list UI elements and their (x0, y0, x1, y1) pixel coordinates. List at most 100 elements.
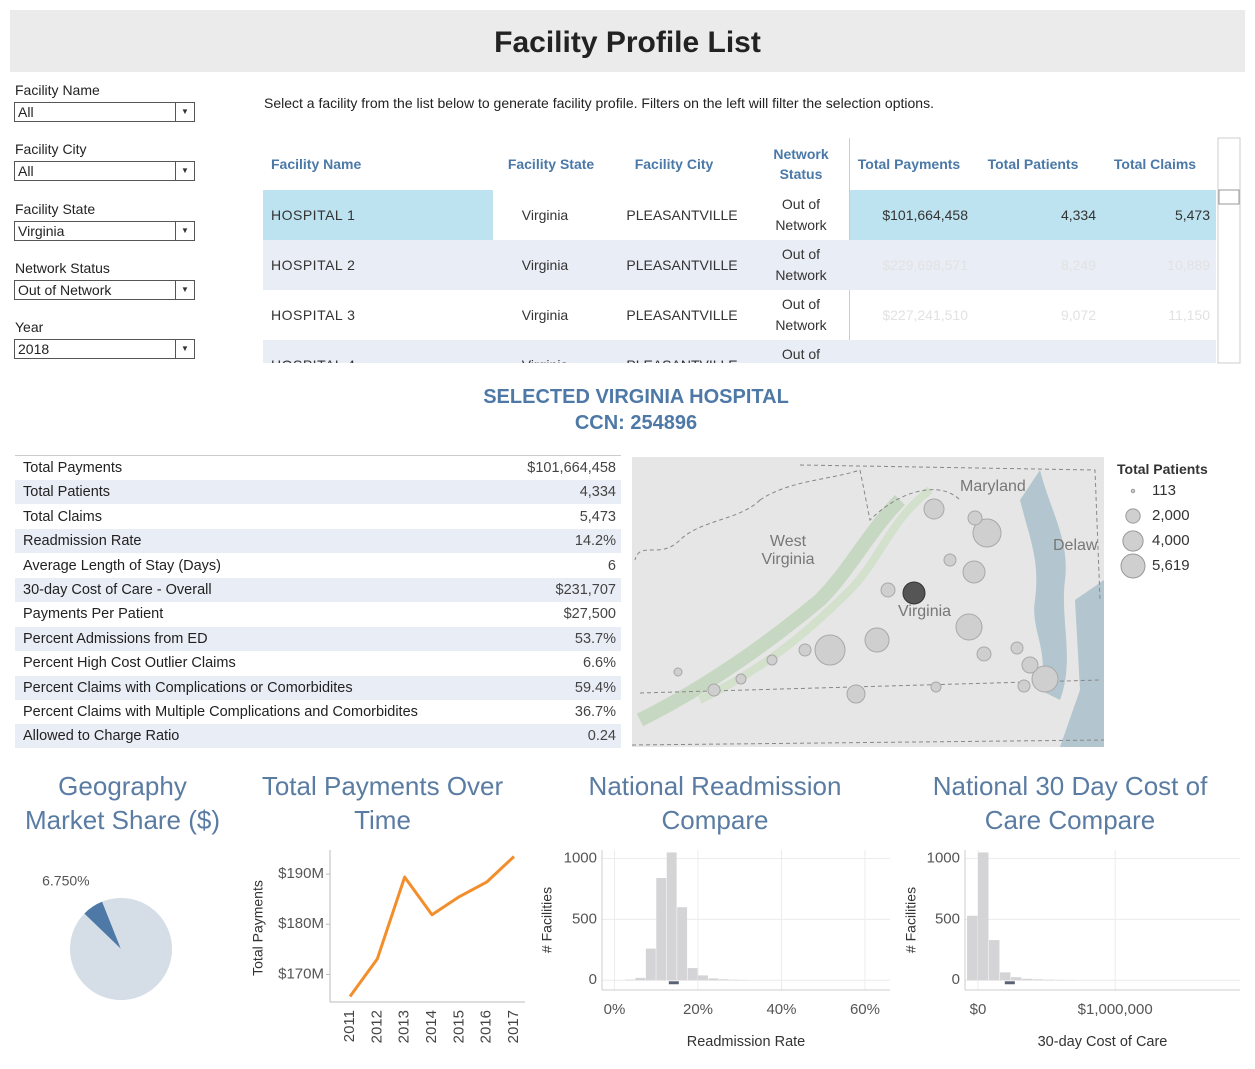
filter-value: Virginia (18, 222, 65, 239)
metric-label: Percent High Cost Outlier Claims (23, 655, 236, 672)
metric-value: 0.24 (587, 728, 616, 745)
table-cell[interactable]: Virginia (495, 190, 595, 240)
map-label: Maryland (960, 478, 1026, 495)
table-cell[interactable]: 4,334 (968, 190, 1096, 240)
metric-value: 53.7% (574, 630, 616, 647)
page-title: Facility Profile List (494, 26, 761, 59)
x-tick-label: 20% (683, 1001, 713, 1018)
table-cell[interactable]: Virginia (495, 240, 595, 290)
table-cell[interactable]: 11,150 (1096, 290, 1210, 340)
table-cell[interactable]: Virginia (495, 290, 595, 340)
instruction: Select a facility from the list below to… (264, 95, 934, 111)
table-cell[interactable]: HOSPITAL 1 (263, 190, 493, 240)
table-cell[interactable]: 8,249 (968, 240, 1096, 290)
column-header-cell: Facility State (501, 138, 601, 190)
table-cell[interactable]: PLEASANTVILLE (612, 240, 752, 290)
chart-title: Total Payments Over Time (261, 771, 504, 835)
table-cell[interactable]: HOSPITAL 4 (263, 340, 493, 364)
map-bubble (735, 673, 747, 685)
metric-value: 6 (607, 557, 616, 574)
table-cell[interactable]: Out of Network (753, 340, 849, 363)
column-header: Facility State (507, 156, 595, 172)
table-cell[interactable]: Out of Network (753, 190, 849, 240)
y-axis-label: # Facilities (903, 887, 919, 953)
table-cell[interactable]: 9,072 (968, 290, 1096, 340)
cell-text: Virginia (521, 206, 569, 223)
cell-text: 5,473 (1174, 206, 1210, 223)
metric-band (15, 578, 621, 602)
metric-label: Percent Claims with Complications or Com… (23, 679, 353, 696)
filter-value: All (18, 104, 34, 120)
cell-text: Out of Network (781, 346, 821, 362)
filter-dropdown[interactable]: All ▼ (14, 102, 195, 122)
table-cell[interactable]: HOSPITAL 3 (263, 290, 493, 340)
metric-label: Allowed to Charge Ratio (23, 728, 180, 745)
scrollbar-thumb[interactable] (1218, 189, 1240, 205)
filter-dropdown[interactable]: 2018 ▼ (14, 339, 195, 360)
legend-bubble (1125, 508, 1141, 524)
cell-text: Virginia (522, 355, 568, 364)
table-cell[interactable]: HOSPITAL 2 (263, 240, 493, 290)
row-band (263, 340, 1216, 363)
metric-value: 6.6% (582, 655, 616, 672)
column-header-cell: Total Patients (975, 138, 1091, 190)
filter-label: Facility Name (15, 82, 100, 98)
table-cell[interactable]: 5,473 (1096, 190, 1210, 240)
map-terrain (698, 486, 933, 704)
table-cell[interactable]: $229,698,571 (850, 240, 968, 290)
column-header-cell: Network Status (753, 138, 849, 190)
y-axis-label: # Facilities (539, 887, 555, 953)
row-highlight (263, 190, 493, 240)
table-cell[interactable]: PLEASANTVILLE (612, 340, 752, 364)
cell-text: PLEASANTVILLE (626, 306, 738, 323)
table-cell[interactable]: $227,241,510 (850, 290, 968, 340)
cell-text: 9,072 (1060, 306, 1096, 323)
table-cell[interactable]: $101,664,458 (850, 190, 968, 240)
dropdown-arrow: ▼ (175, 340, 194, 359)
map-bubble (880, 582, 896, 598)
column-header-cell: Total Claims (1099, 138, 1211, 190)
cell-text: HOSPITAL 3 (271, 306, 356, 323)
column-header: Total Claims (1113, 156, 1197, 172)
table-cell[interactable]: PLEASANTVILLE (612, 290, 752, 340)
map-bubble (766, 654, 778, 666)
dropdown-arrow: ▼ (175, 221, 194, 240)
table-cell[interactable]: Virginia (495, 340, 595, 364)
metric-value: 36.7% (574, 704, 616, 720)
filter-dropdown[interactable]: Virginia ▼ (14, 220, 195, 241)
x-tick-label: 2016 (478, 1010, 495, 1043)
selected-title: SELECTED VIRGINIA HOSPITAL (483, 386, 789, 408)
histogram-bar (1010, 977, 1022, 981)
chart-title: National Readmission Compare (588, 771, 842, 835)
cell-text: $229,698,571 (882, 256, 968, 273)
legend-bubble (1122, 530, 1144, 552)
histogram-bar (1021, 978, 1033, 981)
scrollbar-track[interactable] (1217, 137, 1241, 364)
filter-dropdown[interactable]: All ▼ (14, 161, 195, 182)
map-label: Delaw (1053, 537, 1098, 554)
x-tick-label: 2013 (396, 1010, 413, 1043)
map-bubble (923, 498, 945, 520)
x-axis-label: 30-day Cost of Care (1038, 1034, 1168, 1050)
histogram-bar (999, 972, 1011, 981)
cell-text: HOSPITAL 2 (271, 256, 356, 273)
histogram-bar (1043, 979, 1055, 981)
map-label: Virginia (898, 603, 952, 620)
legend-title: Total Patients (1117, 461, 1208, 477)
table-cell[interactable]: PLEASANTVILLE (612, 190, 752, 240)
legend-bubble (1130, 488, 1136, 494)
table-cell[interactable]: Out of Network (753, 240, 849, 290)
histogram-bar (989, 940, 1000, 981)
selected-marker (1004, 981, 1015, 985)
cell-text: 11,150 (1168, 306, 1210, 323)
cell-text: Out of Network (775, 246, 827, 283)
table-cell[interactable]: 10,889 (1096, 240, 1210, 290)
cell-text: 4,334 (1060, 206, 1096, 223)
table-cell[interactable]: Out of Network (753, 290, 849, 340)
x-tick-label: $1,000,000 (1078, 1001, 1153, 1018)
legend-label: 5,619 (1152, 557, 1190, 574)
cell-text: $227,241,510 (882, 306, 968, 323)
histogram-bar (1032, 979, 1044, 981)
filter-dropdown[interactable]: Out of Network ▼ (14, 279, 195, 300)
